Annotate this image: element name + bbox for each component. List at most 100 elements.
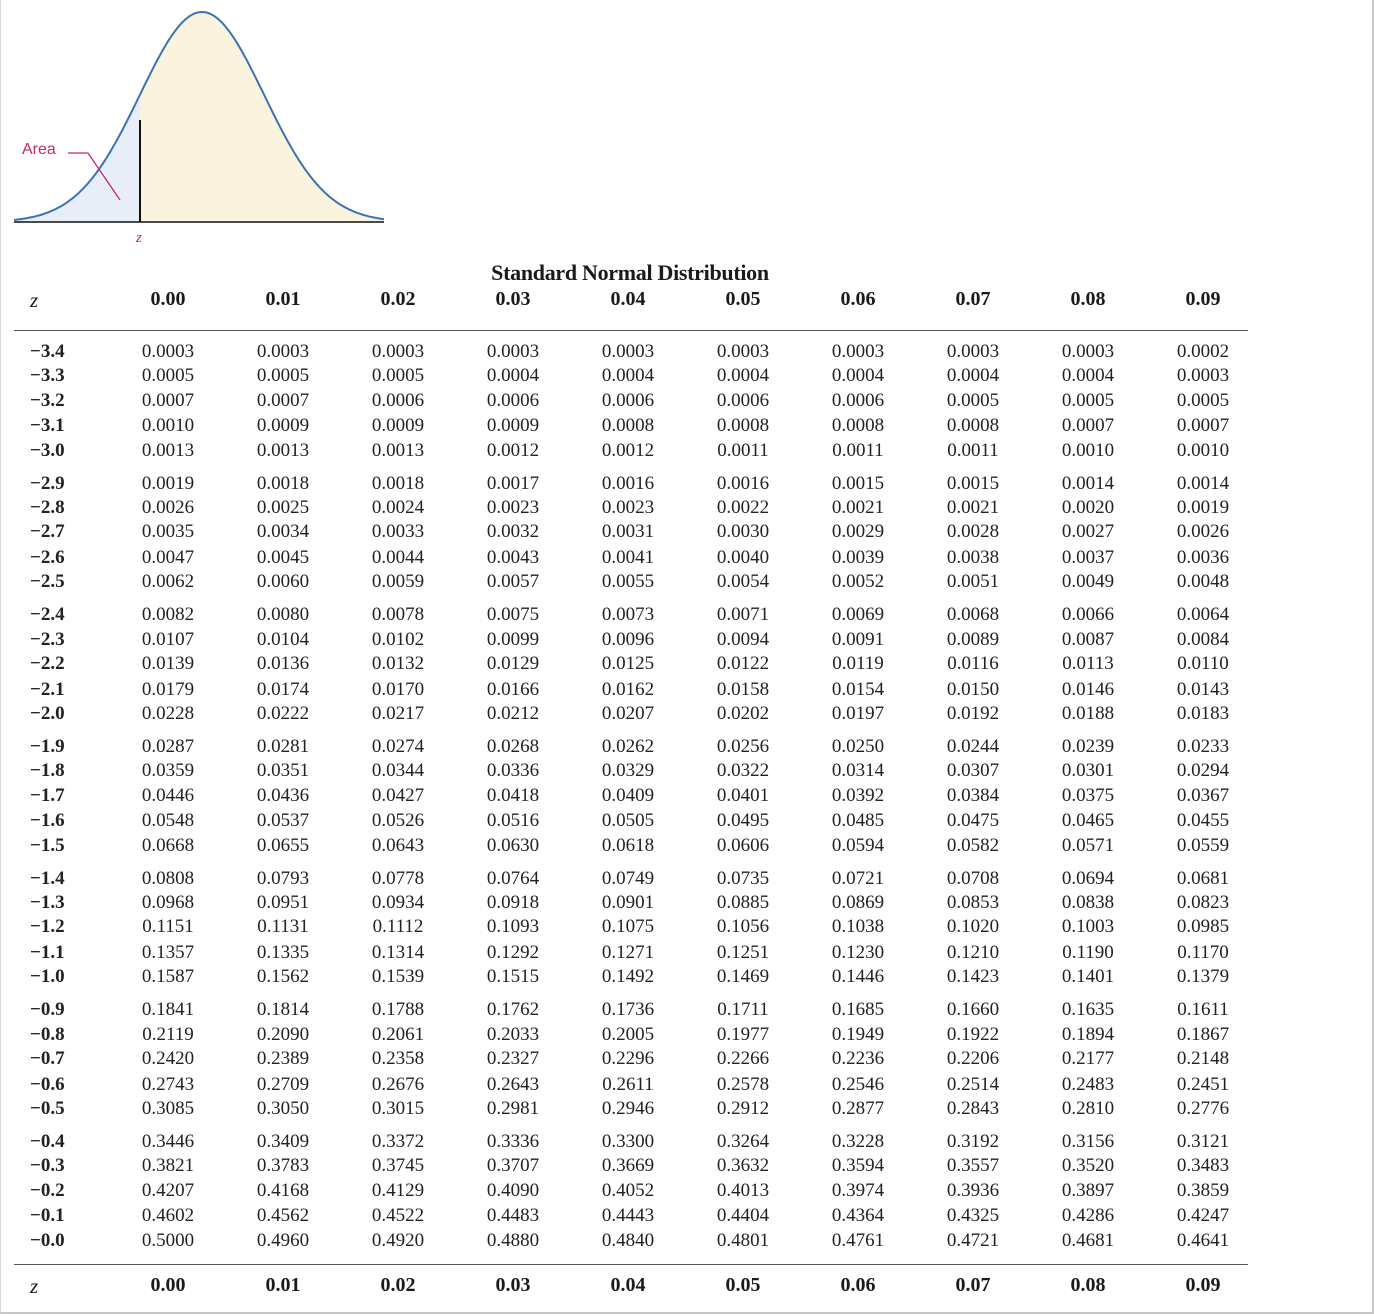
probability-cell: 0.1093 bbox=[486, 916, 540, 938]
table-row: −1.0 0.1587 0.1562 0.1539 0.1515 0.1492 0.1469… bbox=[0, 965, 1260, 989]
probability-cell: 0.0013 bbox=[256, 439, 310, 461]
probability-cell: 0.3483 bbox=[1176, 1155, 1230, 1177]
probability-cell: 0.4880 bbox=[486, 1229, 540, 1251]
probability-cell: 0.0043 bbox=[486, 547, 540, 569]
table-row: −2.9 0.0019 0.0018 0.0018 0.0017 0.0016 0.0016… bbox=[0, 472, 1260, 496]
probability-cell: 0.3336 bbox=[486, 1130, 540, 1152]
z-value-cell: −0.4 bbox=[30, 1130, 65, 1152]
probability-cell: 0.0009 bbox=[486, 415, 540, 437]
probability-cell: 0.3783 bbox=[256, 1155, 310, 1177]
column-header-0.07: 0.07 bbox=[955, 288, 991, 310]
column-header-0.05: 0.05 bbox=[725, 288, 761, 310]
probability-cell: 0.0793 bbox=[256, 867, 310, 889]
probability-cell: 0.2514 bbox=[946, 1073, 1000, 1095]
probability-cell: 0.0014 bbox=[1176, 472, 1230, 494]
probability-cell: 0.0071 bbox=[716, 604, 770, 626]
table-row: −1.8 0.0359 0.0351 0.0344 0.0336 0.0329 0.0322… bbox=[0, 759, 1260, 783]
probability-cell: 0.0057 bbox=[486, 571, 540, 593]
probability-cell: 0.2061 bbox=[371, 1023, 425, 1045]
probability-cell: 0.0721 bbox=[831, 867, 885, 889]
z-column-footer: z bbox=[30, 1274, 39, 1298]
probability-cell: 0.0446 bbox=[141, 784, 195, 806]
probability-cell: 0.0006 bbox=[486, 389, 540, 411]
z-value-cell: −0.3 bbox=[30, 1155, 65, 1177]
probability-cell: 0.0125 bbox=[601, 652, 655, 674]
table-row: −0.7 0.2420 0.2389 0.2358 0.2327 0.2296 0.2266… bbox=[0, 1047, 1260, 1071]
column-footer-0.01: 0.01 bbox=[265, 1274, 301, 1296]
probability-cell: 0.1003 bbox=[1061, 916, 1115, 938]
probability-cell: 0.0005 bbox=[141, 365, 195, 387]
z-value-cell: −1.3 bbox=[30, 891, 65, 913]
probability-cell: 0.0066 bbox=[1061, 604, 1115, 626]
probability-cell: 0.0375 bbox=[1061, 784, 1115, 806]
probability-cell: 0.1151 bbox=[142, 916, 194, 938]
probability-cell: 0.0008 bbox=[946, 415, 1000, 437]
z-value-cell: −2.6 bbox=[30, 547, 65, 569]
probability-cell: 0.2843 bbox=[946, 1098, 1000, 1120]
table-row: −2.5 0.0062 0.0060 0.0059 0.0057 0.0055 0.0054… bbox=[0, 570, 1260, 594]
table-row: −0.9 0.1841 0.1814 0.1788 0.1762 0.1736 0.1711… bbox=[0, 998, 1260, 1022]
probability-cell: 0.0548 bbox=[141, 810, 195, 832]
probability-cell: 0.4247 bbox=[1176, 1205, 1230, 1227]
column-footer-0.07: 0.07 bbox=[955, 1274, 991, 1296]
probability-cell: 0.2451 bbox=[1176, 1073, 1230, 1095]
probability-cell: 0.0764 bbox=[486, 867, 540, 889]
probability-cell: 0.3156 bbox=[1061, 1130, 1115, 1152]
z-value-cell: −2.0 bbox=[30, 703, 65, 725]
probability-cell: 0.1401 bbox=[1061, 966, 1115, 988]
probability-cell: 0.0011 bbox=[832, 439, 884, 461]
probability-cell: 0.0037 bbox=[1061, 547, 1115, 569]
table-row: −1.2 0.1151 0.1131 0.1112 0.1093 0.1075 0.1056… bbox=[0, 915, 1260, 939]
probability-cell: 0.2546 bbox=[831, 1073, 885, 1095]
probability-cell: 0.0256 bbox=[716, 735, 770, 757]
probability-cell: 0.0005 bbox=[1176, 389, 1230, 411]
probability-cell: 0.0003 bbox=[1061, 341, 1115, 362]
probability-cell: 0.0901 bbox=[601, 891, 655, 913]
probability-cell: 0.0202 bbox=[716, 703, 770, 725]
probability-cell: 0.0052 bbox=[831, 571, 885, 593]
probability-cell: 0.3050 bbox=[256, 1098, 310, 1120]
probability-cell: 0.1762 bbox=[486, 999, 540, 1021]
probability-cell: 0.0003 bbox=[256, 341, 310, 362]
probability-cell: 0.0019 bbox=[141, 472, 195, 494]
probability-cell: 0.4168 bbox=[256, 1179, 310, 1201]
table-row: −0.2 0.4207 0.4168 0.4129 0.4090 0.4052 0.4013… bbox=[0, 1179, 1260, 1203]
probability-cell: 0.0694 bbox=[1061, 867, 1115, 889]
table-row: −3.0 0.0013 0.0013 0.0013 0.0012 0.0012 0.0011… bbox=[0, 439, 1260, 463]
z-value-cell: −2.3 bbox=[30, 628, 65, 650]
probability-cell: 0.2005 bbox=[601, 1023, 655, 1045]
probability-cell: 0.2776 bbox=[1176, 1098, 1230, 1120]
probability-cell: 0.2358 bbox=[371, 1047, 425, 1069]
probability-cell: 0.0951 bbox=[256, 891, 310, 913]
probability-cell: 0.0119 bbox=[832, 652, 884, 674]
probability-cell: 0.0885 bbox=[716, 891, 770, 913]
probability-cell: 0.0003 bbox=[1176, 365, 1230, 387]
probability-cell: 0.3192 bbox=[946, 1130, 1000, 1152]
probability-cell: 0.2676 bbox=[371, 1073, 425, 1095]
probability-cell: 0.0110 bbox=[1177, 652, 1229, 674]
probability-cell: 0.4920 bbox=[371, 1229, 425, 1251]
probability-cell: 0.0222 bbox=[256, 703, 310, 725]
probability-cell: 0.0129 bbox=[486, 652, 540, 674]
probability-cell: 0.0069 bbox=[831, 604, 885, 626]
probability-cell: 0.0465 bbox=[1061, 810, 1115, 832]
probability-cell: 0.0007 bbox=[1061, 415, 1115, 437]
table-row: −1.4 0.0808 0.0793 0.0778 0.0764 0.0749 0.0735… bbox=[0, 867, 1260, 891]
probability-cell: 0.0418 bbox=[486, 784, 540, 806]
probability-cell: 0.0735 bbox=[716, 867, 770, 889]
z-value-cell: −2.7 bbox=[30, 521, 65, 543]
z-value-cell: −1.1 bbox=[30, 942, 65, 964]
probability-cell: 0.2236 bbox=[831, 1047, 885, 1069]
probability-cell: 0.4522 bbox=[371, 1205, 425, 1227]
probability-cell: 0.0143 bbox=[1176, 678, 1230, 700]
probability-cell: 0.0158 bbox=[716, 678, 770, 700]
probability-cell: 0.0082 bbox=[141, 604, 195, 626]
probability-cell: 0.1230 bbox=[831, 942, 885, 964]
probability-cell: 0.0853 bbox=[946, 891, 1000, 913]
probability-cell: 0.1271 bbox=[601, 942, 655, 964]
probability-cell: 0.0007 bbox=[141, 389, 195, 411]
probability-cell: 0.0005 bbox=[371, 365, 425, 387]
probability-cell: 0.0314 bbox=[831, 760, 885, 782]
probability-cell: 0.0537 bbox=[256, 810, 310, 832]
table-row: −1.1 0.1357 0.1335 0.1314 0.1292 0.1271 0.1251… bbox=[0, 941, 1260, 965]
